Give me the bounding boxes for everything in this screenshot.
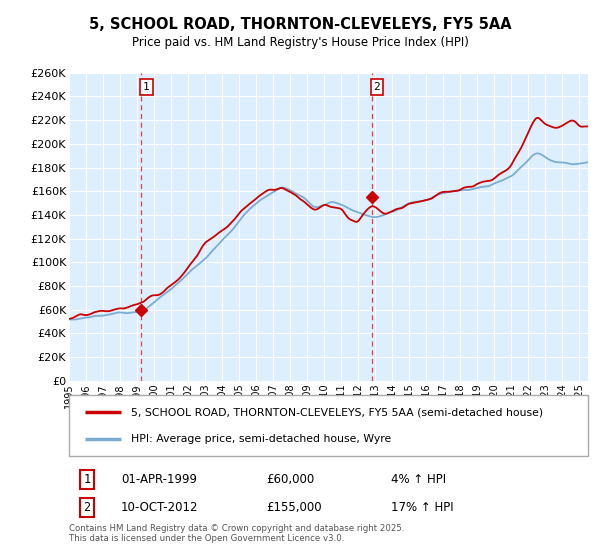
Text: £155,000: £155,000	[266, 501, 322, 514]
Text: Contains HM Land Registry data © Crown copyright and database right 2025.
This d: Contains HM Land Registry data © Crown c…	[69, 524, 404, 543]
Text: 01-APR-1999: 01-APR-1999	[121, 473, 197, 486]
Text: HPI: Average price, semi-detached house, Wyre: HPI: Average price, semi-detached house,…	[131, 434, 392, 444]
Text: 1: 1	[83, 473, 91, 486]
Text: 10-OCT-2012: 10-OCT-2012	[121, 501, 199, 514]
Text: 17% ↑ HPI: 17% ↑ HPI	[391, 501, 454, 514]
Text: 2: 2	[373, 82, 380, 92]
Text: 1: 1	[143, 82, 150, 92]
Text: 5, SCHOOL ROAD, THORNTON-CLEVELEYS, FY5 5AA: 5, SCHOOL ROAD, THORNTON-CLEVELEYS, FY5 …	[89, 17, 511, 32]
Text: 4% ↑ HPI: 4% ↑ HPI	[391, 473, 446, 486]
Text: Price paid vs. HM Land Registry's House Price Index (HPI): Price paid vs. HM Land Registry's House …	[131, 36, 469, 49]
Text: 2: 2	[83, 501, 91, 514]
Text: £60,000: £60,000	[266, 473, 314, 486]
Text: 5, SCHOOL ROAD, THORNTON-CLEVELEYS, FY5 5AA (semi-detached house): 5, SCHOOL ROAD, THORNTON-CLEVELEYS, FY5 …	[131, 407, 544, 417]
FancyBboxPatch shape	[69, 395, 588, 456]
